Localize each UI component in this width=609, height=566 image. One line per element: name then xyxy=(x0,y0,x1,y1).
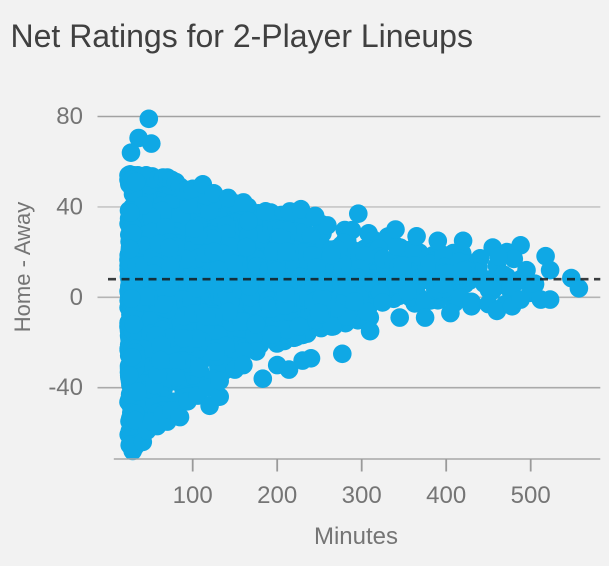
svg-text:80: 80 xyxy=(56,103,83,130)
svg-text:40: 40 xyxy=(56,193,83,220)
svg-text:300: 300 xyxy=(342,482,382,509)
svg-text:0: 0 xyxy=(70,284,83,311)
svg-text:400: 400 xyxy=(426,482,466,509)
svg-text:-40: -40 xyxy=(48,374,83,401)
svg-text:100: 100 xyxy=(173,482,213,509)
svg-text:Home - Away: Home - Away xyxy=(10,202,35,332)
svg-text:Net Ratings for 2-Player Lineu: Net Ratings for 2-Player Lineups xyxy=(11,18,473,54)
svg-text:500: 500 xyxy=(511,482,551,509)
svg-text:Minutes: Minutes xyxy=(314,523,398,550)
svg-text:200: 200 xyxy=(257,482,297,509)
